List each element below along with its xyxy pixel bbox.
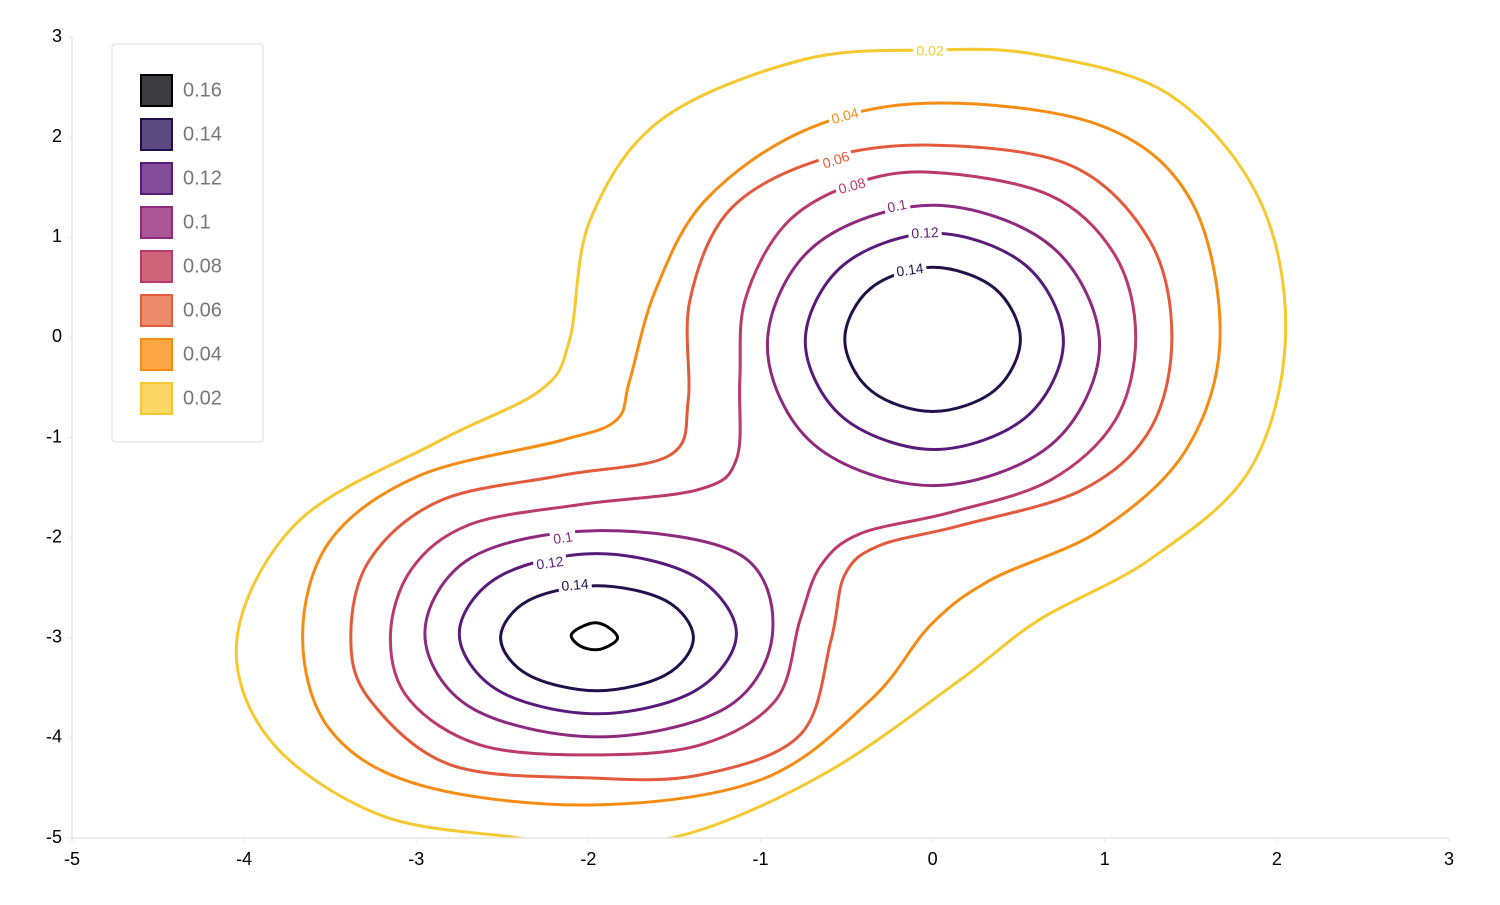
contour-line	[457, 231, 1065, 716]
contour-label: 0.12	[907, 223, 943, 243]
y-tick-label: -2	[46, 526, 62, 546]
contour-label-bg	[913, 42, 947, 60]
contour-label-bg	[826, 103, 864, 129]
legend-label: 0.16	[183, 79, 222, 101]
y-tick-label: 0	[52, 326, 62, 346]
contour-line	[388, 170, 1138, 757]
y-tick-label: -4	[46, 727, 62, 747]
contour-label-bg	[833, 173, 871, 199]
contour-line	[423, 203, 1102, 739]
legend-swatch	[140, 74, 173, 107]
legend: 0.16 0.14 0.12 0.1 0.08 0.06 0.04 0.02	[111, 43, 264, 443]
legend-swatch	[140, 118, 173, 151]
y-tick-label: -5	[46, 827, 62, 847]
contour-label: 0.1	[882, 194, 912, 218]
contour-label-text: 0.12	[535, 553, 564, 573]
x-tick-label: 2	[1272, 849, 1282, 869]
legend-swatch	[140, 250, 173, 283]
contour-label-text: 0.08	[837, 174, 868, 197]
plot-area	[234, 47, 1288, 838]
contour-label-bg	[882, 194, 912, 218]
axes: -5 -4 -3 -2 -1 0 1 2 3 -5 -4 -3 -2 -1 0 1 2 3	[46, 26, 1454, 869]
contour-line	[234, 47, 1288, 838]
contour-label-bg	[557, 574, 593, 596]
contour-label-text: 0.12	[911, 224, 939, 241]
x-tick-label: 3	[1444, 849, 1454, 869]
legend-label: 0.02	[183, 387, 222, 409]
legend-swatch	[140, 162, 173, 195]
x-tick-label: 1	[1100, 849, 1110, 869]
legend-swatch	[140, 338, 173, 371]
legend-swatch	[140, 382, 173, 415]
contour-label: 0.06	[817, 146, 855, 174]
contour-label-bg	[532, 551, 568, 575]
legend-box	[111, 43, 264, 443]
contour-line	[349, 143, 1174, 782]
contour-label: 0.14	[557, 574, 593, 596]
contour-label-text: 0.02	[916, 43, 943, 59]
legend-label: 0.12	[183, 167, 222, 189]
contour-label-text: 0.06	[820, 148, 851, 172]
contour-label: 0.02	[913, 42, 947, 60]
x-tick-label: -4	[236, 849, 252, 869]
contour-label: 0.1	[549, 527, 577, 549]
y-tick-label: -1	[46, 426, 62, 446]
legend-label: 0.1	[183, 211, 211, 233]
x-tick-label: -5	[64, 849, 80, 869]
contour-label: 0.04	[826, 103, 864, 129]
contour-label-text: 0.04	[830, 104, 861, 127]
legend-swatch	[140, 294, 173, 327]
legend-label: 0.06	[183, 299, 222, 321]
contour-label-bg	[549, 527, 577, 549]
contour-label: 0.14	[892, 258, 928, 282]
y-tick-label: 2	[52, 126, 62, 146]
contour-line	[301, 101, 1222, 807]
contour-labels: 0.020.040.060.080.10.10.120.120.140.14	[532, 42, 947, 596]
contour-label-text: 0.14	[561, 576, 590, 594]
contour-line	[569, 621, 620, 652]
contour-label-bg	[907, 223, 943, 243]
contour-line	[499, 265, 1022, 693]
x-tick-label: 0	[928, 849, 938, 869]
contour-label-bg	[817, 146, 855, 174]
y-tick-label: 3	[52, 26, 62, 46]
legend-label: 0.08	[183, 255, 222, 277]
contour-label-text: 0.1	[552, 528, 574, 547]
contour-label-text: 0.14	[895, 260, 924, 280]
x-tick-label: -2	[580, 849, 596, 869]
y-tick-label: 1	[52, 226, 62, 246]
x-tick-label: -3	[408, 849, 424, 869]
contour-label: 0.12	[532, 551, 568, 575]
legend-swatch	[140, 206, 173, 239]
legend-label: 0.14	[183, 123, 222, 145]
contour-label-bg	[892, 258, 928, 282]
contour-label: 0.08	[833, 173, 871, 199]
x-tick-label: -1	[752, 849, 768, 869]
y-tick-label: -3	[46, 627, 62, 647]
legend-label: 0.04	[183, 343, 222, 365]
contour-label-text: 0.1	[886, 196, 909, 216]
